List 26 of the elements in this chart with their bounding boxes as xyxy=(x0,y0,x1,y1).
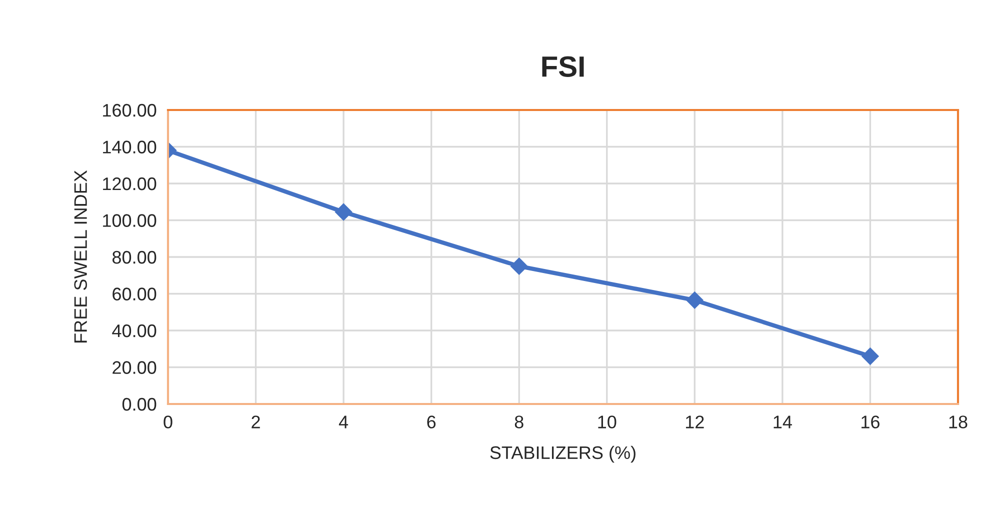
point xyxy=(861,347,880,366)
chart-title: FSI xyxy=(542,56,584,77)
x-tick-label: 6 xyxy=(427,416,436,428)
y-tick-label: 160.00 xyxy=(103,104,156,117)
x-tick-label: 8 xyxy=(514,416,524,428)
x-tick-label: 14 xyxy=(774,416,792,428)
y-tick-label: 120.00 xyxy=(103,177,156,190)
y-tick-label: 100.00 xyxy=(103,214,156,227)
y-tick-label: 80.00 xyxy=(112,250,156,264)
y-axis-title: FREE SWELL INDEX xyxy=(74,170,87,342)
point xyxy=(686,291,704,310)
x-tick-label: 16 xyxy=(862,416,880,428)
y-tick-label: 0.00 xyxy=(122,398,156,411)
point xyxy=(334,203,352,221)
x-axis-title: STABILIZERS (%) xyxy=(490,446,636,463)
y-tick-label: 20.00 xyxy=(112,361,156,374)
y-tick-label: 60.00 xyxy=(112,288,156,300)
x-tick-label: 18 xyxy=(949,416,968,428)
x-tick-label: 4 xyxy=(338,416,348,428)
x-tick-label: 10 xyxy=(598,416,616,428)
y-tick-label: 140.00 xyxy=(103,140,156,154)
point xyxy=(510,257,528,276)
x-tick-label: 12 xyxy=(686,416,704,428)
x-tick-label: 2 xyxy=(252,416,260,428)
x-tick-label: 0 xyxy=(164,416,172,428)
y-tick-label: 40.00 xyxy=(112,324,156,338)
